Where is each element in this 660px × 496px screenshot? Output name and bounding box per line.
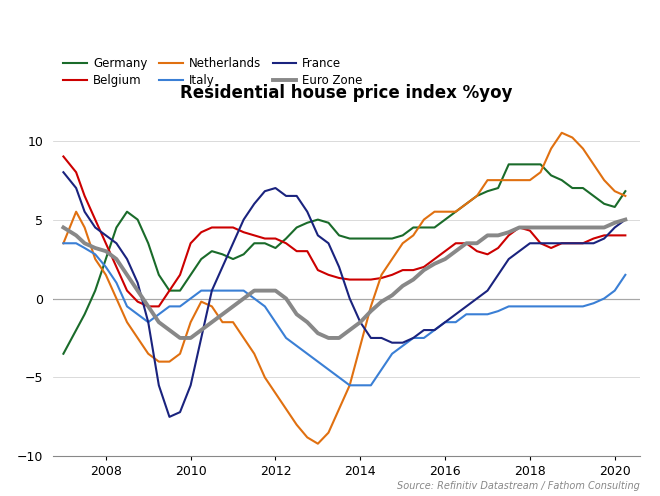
Germany bbox=[399, 233, 407, 239]
Germany bbox=[388, 236, 396, 242]
Netherlands bbox=[59, 240, 67, 246]
Title: Residential house price index %yoy: Residential house price index %yoy bbox=[180, 84, 513, 102]
Italy bbox=[378, 367, 385, 372]
Italy bbox=[409, 335, 417, 341]
Belgium bbox=[622, 233, 630, 239]
Euro Zone bbox=[59, 225, 67, 231]
Legend: Germany, Belgium, Netherlands, Italy, France, Euro Zone: Germany, Belgium, Netherlands, Italy, Fr… bbox=[59, 53, 368, 92]
Netherlands bbox=[271, 390, 279, 396]
Italy bbox=[451, 319, 459, 325]
Belgium bbox=[399, 267, 407, 273]
Belgium bbox=[166, 288, 174, 294]
Netherlands bbox=[409, 233, 417, 239]
France bbox=[451, 311, 459, 317]
France bbox=[59, 169, 67, 175]
Germany bbox=[271, 245, 279, 251]
Netherlands bbox=[155, 359, 163, 365]
France bbox=[399, 340, 407, 346]
Line: Euro Zone: Euro Zone bbox=[63, 220, 626, 338]
Germany bbox=[441, 217, 449, 223]
France bbox=[409, 335, 417, 341]
Germany bbox=[505, 161, 513, 167]
Euro Zone bbox=[378, 299, 385, 305]
Belgium bbox=[282, 240, 290, 246]
Netherlands bbox=[558, 130, 566, 136]
Italy bbox=[346, 382, 354, 388]
Belgium bbox=[451, 240, 459, 246]
Netherlands bbox=[451, 209, 459, 215]
Line: Belgium: Belgium bbox=[63, 156, 626, 307]
Italy bbox=[622, 272, 630, 278]
Italy bbox=[155, 311, 163, 317]
France bbox=[166, 414, 174, 420]
France bbox=[155, 382, 163, 388]
Germany bbox=[622, 188, 630, 194]
Netherlands bbox=[399, 240, 407, 246]
Line: Italy: Italy bbox=[63, 243, 626, 385]
Euro Zone bbox=[451, 248, 459, 254]
Germany bbox=[367, 236, 375, 242]
Euro Zone bbox=[399, 283, 407, 289]
Belgium bbox=[378, 275, 385, 281]
Belgium bbox=[59, 153, 67, 159]
Line: France: France bbox=[63, 172, 626, 417]
Line: Netherlands: Netherlands bbox=[63, 133, 626, 444]
Euro Zone bbox=[176, 335, 184, 341]
Euro Zone bbox=[282, 296, 290, 302]
France bbox=[282, 193, 290, 199]
Netherlands bbox=[622, 193, 630, 199]
France bbox=[378, 335, 385, 341]
Italy bbox=[271, 319, 279, 325]
Euro Zone bbox=[409, 277, 417, 283]
France bbox=[622, 217, 630, 223]
Italy bbox=[399, 343, 407, 349]
Italy bbox=[59, 240, 67, 246]
Germany bbox=[155, 272, 163, 278]
Euro Zone bbox=[622, 217, 630, 223]
Euro Zone bbox=[155, 319, 163, 325]
Belgium bbox=[145, 304, 152, 310]
Netherlands bbox=[314, 441, 322, 447]
Belgium bbox=[409, 267, 417, 273]
Text: Source: Refinitiv Datastream / Fathom Consulting: Source: Refinitiv Datastream / Fathom Co… bbox=[397, 481, 640, 491]
Germany bbox=[59, 351, 67, 357]
Netherlands bbox=[378, 272, 385, 278]
Line: Germany: Germany bbox=[63, 164, 626, 354]
